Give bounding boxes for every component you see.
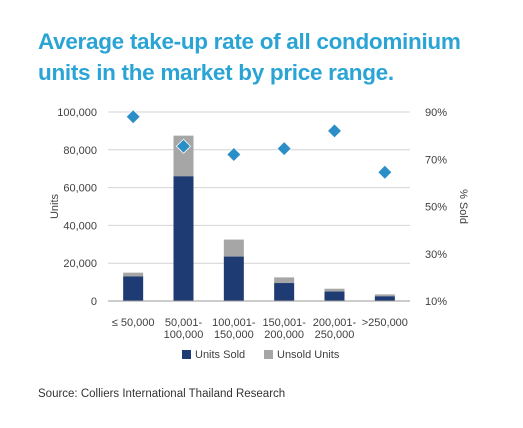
x-tick-label: 150,000: [214, 329, 254, 341]
bars: [123, 135, 395, 301]
percent-sold-marker: [326, 123, 343, 139]
legend-label-units-sold: Units Sold: [195, 349, 245, 361]
x-tick-label: ≤ 50,000: [112, 317, 155, 329]
axes: 100,000 80,000 60,000 40,000 20,000 0 90% 70% 50…: [49, 107, 469, 341]
y2-tick-label: 50%: [425, 202, 447, 214]
y-tick-label: 80,000: [63, 145, 97, 157]
percent-sold-markers: [125, 109, 393, 180]
percent-sold-marker: [276, 141, 292, 157]
bar-units-sold: [223, 256, 244, 301]
bar-units-sold: [274, 283, 295, 301]
y2-tick-label: 30%: [425, 249, 447, 261]
take-up-rate-chart: 100,000 80,000 60,000 40,000 20,000 0 90% 70% 50…: [49, 107, 469, 361]
y2-axis-title: % Sold: [457, 189, 469, 224]
bar-units-sold: [173, 176, 194, 301]
x-tick-label: 150,001-: [262, 317, 306, 329]
x-tick-label: 200,000: [264, 329, 304, 341]
bar-unsold-units: [324, 288, 345, 292]
y2-tick-label: 10%: [425, 296, 447, 308]
legend-label-unsold-units: Unsold Units: [277, 349, 340, 361]
source-note: Source: Colliers International Thailand …: [38, 388, 286, 400]
legend-swatch-unsold-units: [264, 350, 273, 359]
legend-swatch-units-sold: [182, 350, 191, 359]
y-axis-title: Units: [49, 193, 61, 219]
bar-unsold-units: [274, 277, 295, 284]
x-tick-label: 50,001-: [165, 317, 203, 329]
bar-units-sold: [324, 291, 345, 301]
bar-unsold-units: [374, 294, 395, 297]
y-tick-label: 100,000: [57, 107, 97, 119]
bar-units-sold: [123, 276, 144, 301]
y-tick-label: 0: [91, 296, 97, 308]
percent-sold-marker: [125, 109, 141, 125]
percent-sold-marker: [226, 146, 242, 163]
percent-sold-marker: [377, 164, 393, 180]
percent-sold-marker: [175, 138, 192, 154]
bar-unsold-units: [223, 239, 244, 257]
x-tick-label: 250,000: [315, 329, 355, 341]
legend: Units Sold Unsold Units: [182, 349, 340, 361]
x-tick-label: >250,000: [362, 317, 408, 329]
y2-tick-label: 70%: [425, 154, 447, 166]
x-tick-label: 200,001-: [313, 317, 357, 329]
gridlines: [108, 111, 410, 264]
y-tick-label: 60,000: [63, 183, 97, 195]
y-tick-label: 40,000: [63, 220, 97, 232]
bar-units-sold: [374, 296, 395, 301]
x-tick-label: 100,001-: [212, 317, 256, 329]
y2-tick-label: 90%: [425, 107, 447, 119]
y-tick-label: 20,000: [63, 258, 97, 270]
x-tick-label: 100,000: [164, 329, 204, 341]
chart-title: Average take-up rate of all condominium …: [38, 29, 461, 85]
bar-unsold-units: [123, 272, 144, 277]
